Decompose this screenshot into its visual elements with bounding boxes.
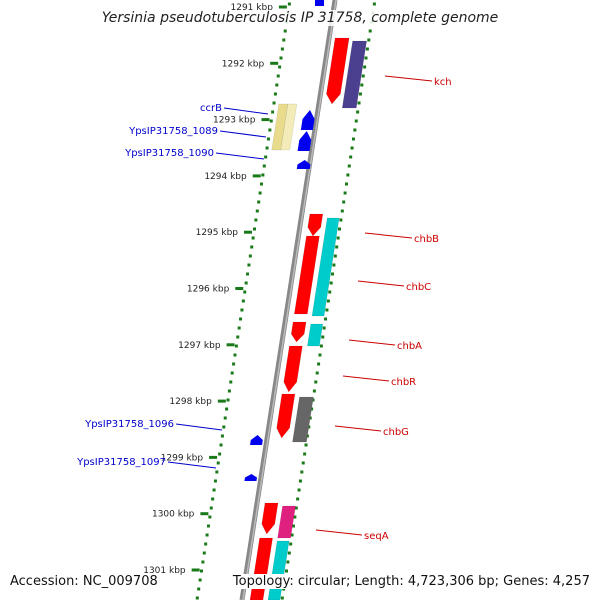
leader-line: [219, 130, 267, 138]
scale-label: 1296 kbp: [187, 285, 230, 295]
map-title: Yersinia pseudotuberculosis IP 31758, co…: [0, 10, 600, 26]
scale-label: 1301 kbp: [143, 566, 186, 576]
scale-label: 1292 kbp: [222, 59, 265, 69]
leader-line: [348, 339, 396, 346]
gene-label-left: ccrB: [200, 103, 222, 114]
gene-chbG-block: [276, 393, 296, 439]
gene-label-left: YpsIP31758_1089: [128, 126, 218, 137]
leader-line: [334, 425, 382, 432]
gene-label-right: chbA: [397, 341, 422, 352]
scale-label: 1297 kbp: [178, 341, 221, 351]
gene-chbB-block: [307, 213, 324, 237]
gene-label-left: YpsIP31758_1096: [84, 419, 174, 430]
leader-line: [175, 423, 223, 431]
gene-seqA-magenta-block: [277, 505, 296, 539]
gene-kch-partner-block: [341, 40, 367, 109]
scale-label: 1295 kbp: [196, 228, 239, 238]
scale-label: 1294 kbp: [204, 172, 247, 182]
leader-line: [357, 280, 405, 287]
gene-chbG-gray-block: [292, 396, 314, 443]
gene-chbA-block: [290, 321, 307, 343]
leader-line: [364, 232, 413, 239]
gene-label-right: chbR: [391, 377, 416, 388]
leader-line: [215, 152, 265, 160]
top-blue-fragment: [315, 0, 324, 6]
genome-summary-text: Topology: circular; Length: 4,723,306 bp…: [230, 574, 592, 589]
scale-label: 1300 kbp: [152, 510, 195, 520]
backbone-highlight: [242, 0, 337, 601]
gene-label-right: chbB: [414, 234, 439, 245]
scale-label: 1299 kbp: [161, 453, 204, 463]
gene-chbA-cyan-block: [307, 323, 324, 347]
leader-line: [384, 75, 433, 82]
scale-label: 1298 kbp: [169, 397, 212, 407]
gene-label-right: seqA: [364, 531, 389, 542]
gene-seqA-block: [261, 502, 279, 535]
gene-label-right: kch: [434, 77, 452, 88]
gene-label-right: chbG: [383, 427, 409, 438]
leader-line: [223, 107, 269, 115]
gene-ccrB-arrow: [300, 110, 315, 130]
gene-1097-arrow: [244, 474, 257, 481]
gene-kch-block: [326, 37, 350, 105]
gene-chbR-block: [283, 345, 303, 393]
gene-1089-arrow: [297, 131, 312, 151]
gene-label-left: YpsIP31758_1090: [124, 148, 214, 159]
leader-line: [342, 375, 390, 382]
gene-chbC-cyan-block: [311, 217, 340, 317]
gene-ccrB-yellow-block-2: [280, 103, 298, 151]
accession-text: Accession: NC_009708: [8, 574, 160, 589]
backbone-line: [239, 0, 338, 601]
gene-chbC-block: [294, 235, 320, 315]
scale-label: 1293 kbp: [213, 116, 256, 126]
gene-1090-arrow: [296, 160, 311, 169]
gene-label-left: YpsIP31758_1097: [76, 457, 166, 468]
leader-line: [315, 529, 363, 536]
gene-label-right: chbC: [406, 282, 431, 293]
scale-label: 1291 kbp: [231, 3, 274, 13]
leader-line: [167, 461, 217, 469]
gene-1096-arrow: [250, 435, 263, 445]
